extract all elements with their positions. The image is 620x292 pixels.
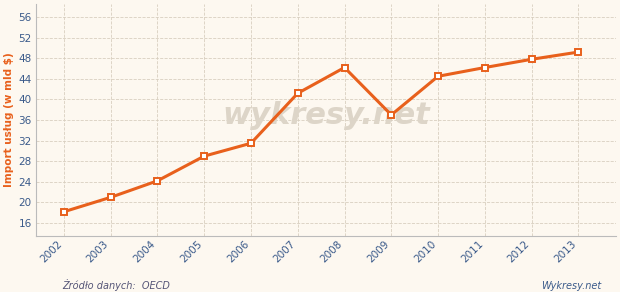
Text: Żródło danych:  OECD: Żródło danych: OECD (62, 279, 170, 291)
Y-axis label: Import usług (w mld $): Import usług (w mld $) (4, 53, 14, 187)
Text: wykresy.net: wykresy.net (222, 101, 430, 130)
Text: Wykresy.net: Wykresy.net (541, 281, 601, 291)
